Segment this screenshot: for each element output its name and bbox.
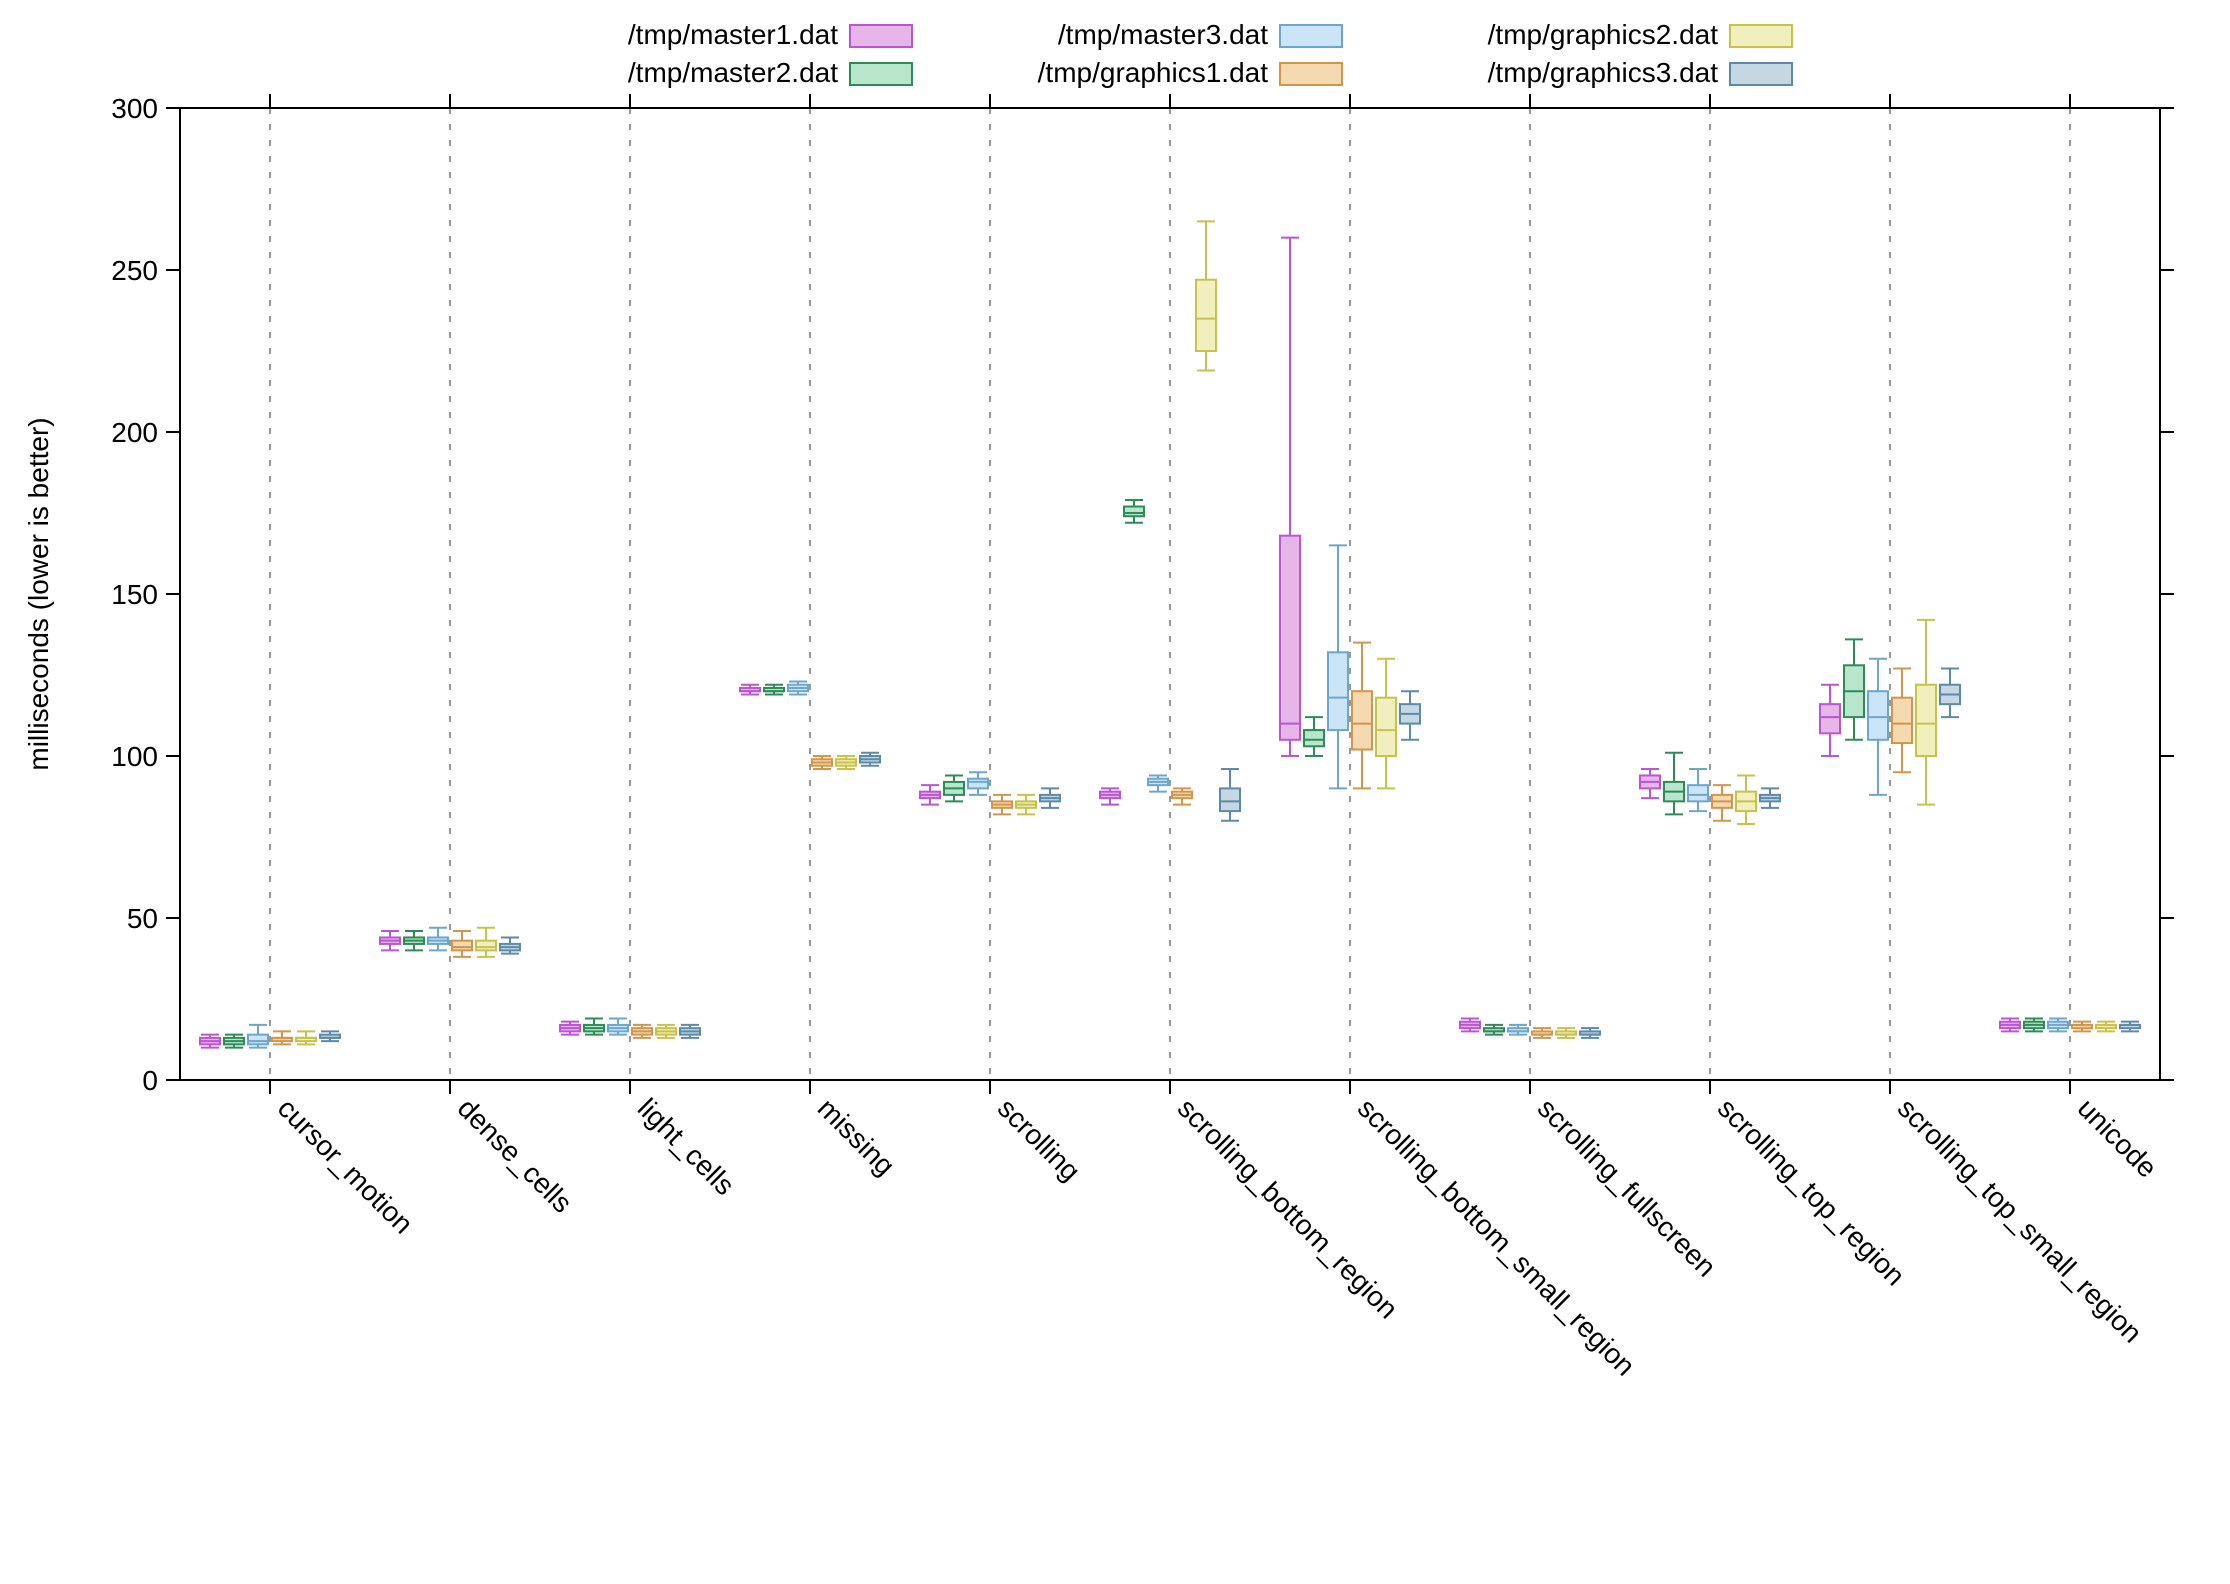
legend-swatch <box>850 25 912 47</box>
box <box>476 941 496 951</box>
ytick-label: 50 <box>127 903 158 934</box>
box <box>1688 785 1708 801</box>
legend-label: /tmp/graphics2.dat <box>1488 19 1719 50</box>
box <box>452 941 472 951</box>
box <box>248 1035 268 1045</box>
ytick-label: 300 <box>111 93 158 124</box>
legend-swatch <box>1730 63 1792 85</box>
box <box>1376 698 1396 756</box>
ytick-label: 100 <box>111 741 158 772</box>
box <box>1220 788 1240 811</box>
box <box>1124 507 1144 517</box>
legend-label: /tmp/master2.dat <box>628 57 838 88</box>
legend-label: /tmp/graphics3.dat <box>1488 57 1719 88</box>
box <box>1328 652 1348 730</box>
y-axis-label: milliseconds (lower is better) <box>23 417 54 770</box>
box <box>1280 536 1300 740</box>
ytick-label: 250 <box>111 255 158 286</box>
boxplot-chart: 0 50 100 150 200 250 300 milliseconds (lower is… <box>0 0 2230 1584</box>
box <box>1352 691 1372 749</box>
legend-swatch <box>1280 25 1342 47</box>
box <box>968 779 988 789</box>
ytick-label: 150 <box>111 579 158 610</box>
box <box>1196 280 1216 351</box>
ytick-label: 200 <box>111 417 158 448</box>
box <box>1304 730 1324 746</box>
box <box>1892 698 1912 743</box>
box <box>1916 685 1936 756</box>
legend-label: /tmp/graphics1.dat <box>1038 57 1269 88</box>
box <box>1820 704 1840 733</box>
ytick-label: 0 <box>142 1065 158 1096</box>
legend-swatch <box>1730 25 1792 47</box>
chart-container: 0 50 100 150 200 250 300 milliseconds (lower is… <box>0 0 2230 1584</box>
legend-label: /tmp/master1.dat <box>628 19 838 50</box>
legend-swatch <box>850 63 912 85</box>
legend-label: /tmp/master3.dat <box>1058 19 1268 50</box>
legend-swatch <box>1280 63 1342 85</box>
box <box>1868 691 1888 740</box>
